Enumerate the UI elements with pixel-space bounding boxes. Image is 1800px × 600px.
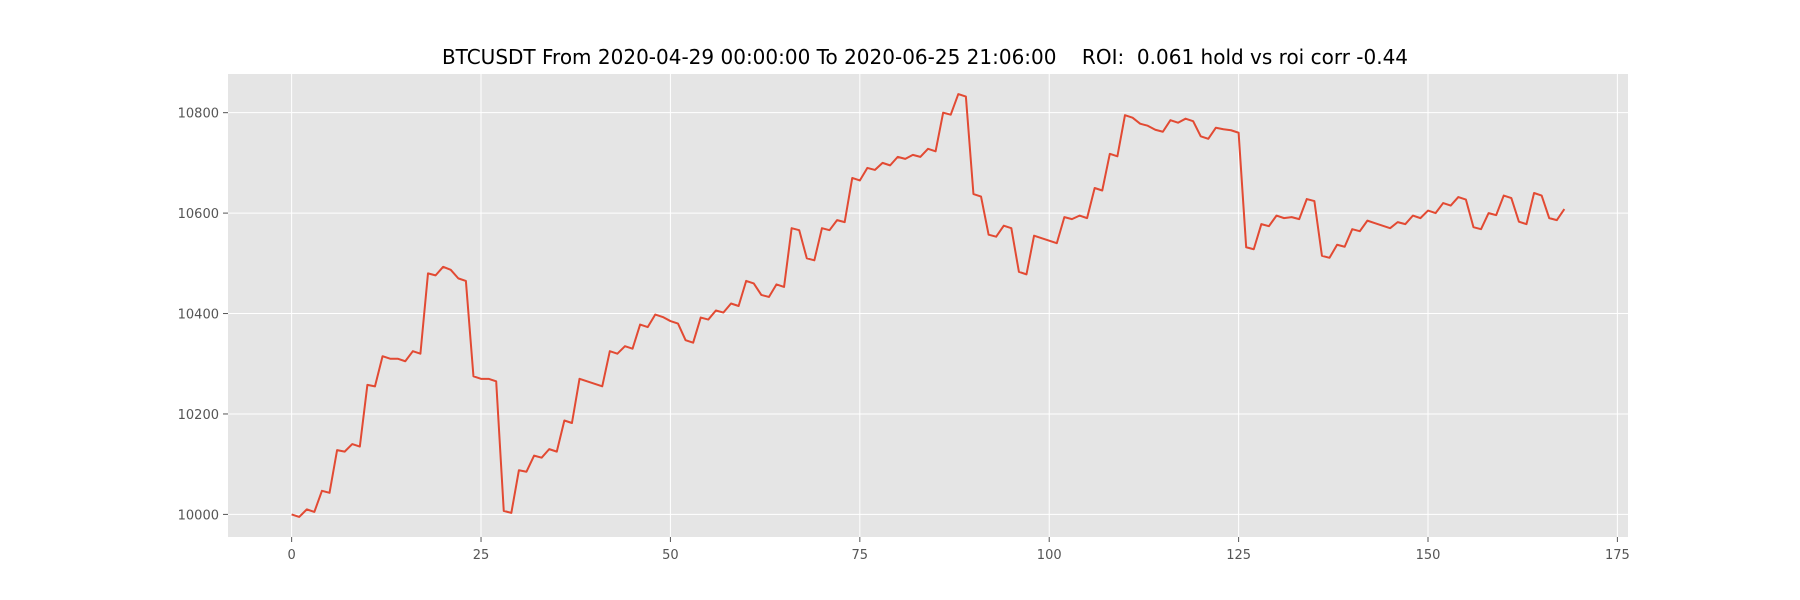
x-tick-label: 175 <box>1605 548 1630 563</box>
x-axis: 0 25 50 75 100 125 150 175 <box>287 537 1630 563</box>
grid-lines <box>228 74 1628 537</box>
x-tick-label: 0 <box>287 548 295 563</box>
x-tick-label: 100 <box>1037 548 1062 563</box>
y-axis: 10000 10200 10400 10600 10800 <box>178 107 228 523</box>
y-tick-label: 10800 <box>178 107 219 122</box>
x-tick-label: 50 <box>662 548 679 563</box>
y-tick-label: 10000 <box>178 508 219 523</box>
x-tick-label: 25 <box>473 548 490 563</box>
x-tick-label: 150 <box>1416 548 1441 563</box>
y-tick-label: 10200 <box>178 408 219 423</box>
y-tick-label: 10400 <box>178 308 219 323</box>
x-tick-label: 75 <box>852 548 869 563</box>
plot-area <box>228 74 1628 537</box>
y-tick-label: 10600 <box>178 207 219 222</box>
chart-title: BTCUSDT From 2020-04-29 00:00:00 To 2020… <box>442 45 1408 69</box>
x-tick-label: 125 <box>1226 548 1251 563</box>
price-line <box>291 93 1566 518</box>
